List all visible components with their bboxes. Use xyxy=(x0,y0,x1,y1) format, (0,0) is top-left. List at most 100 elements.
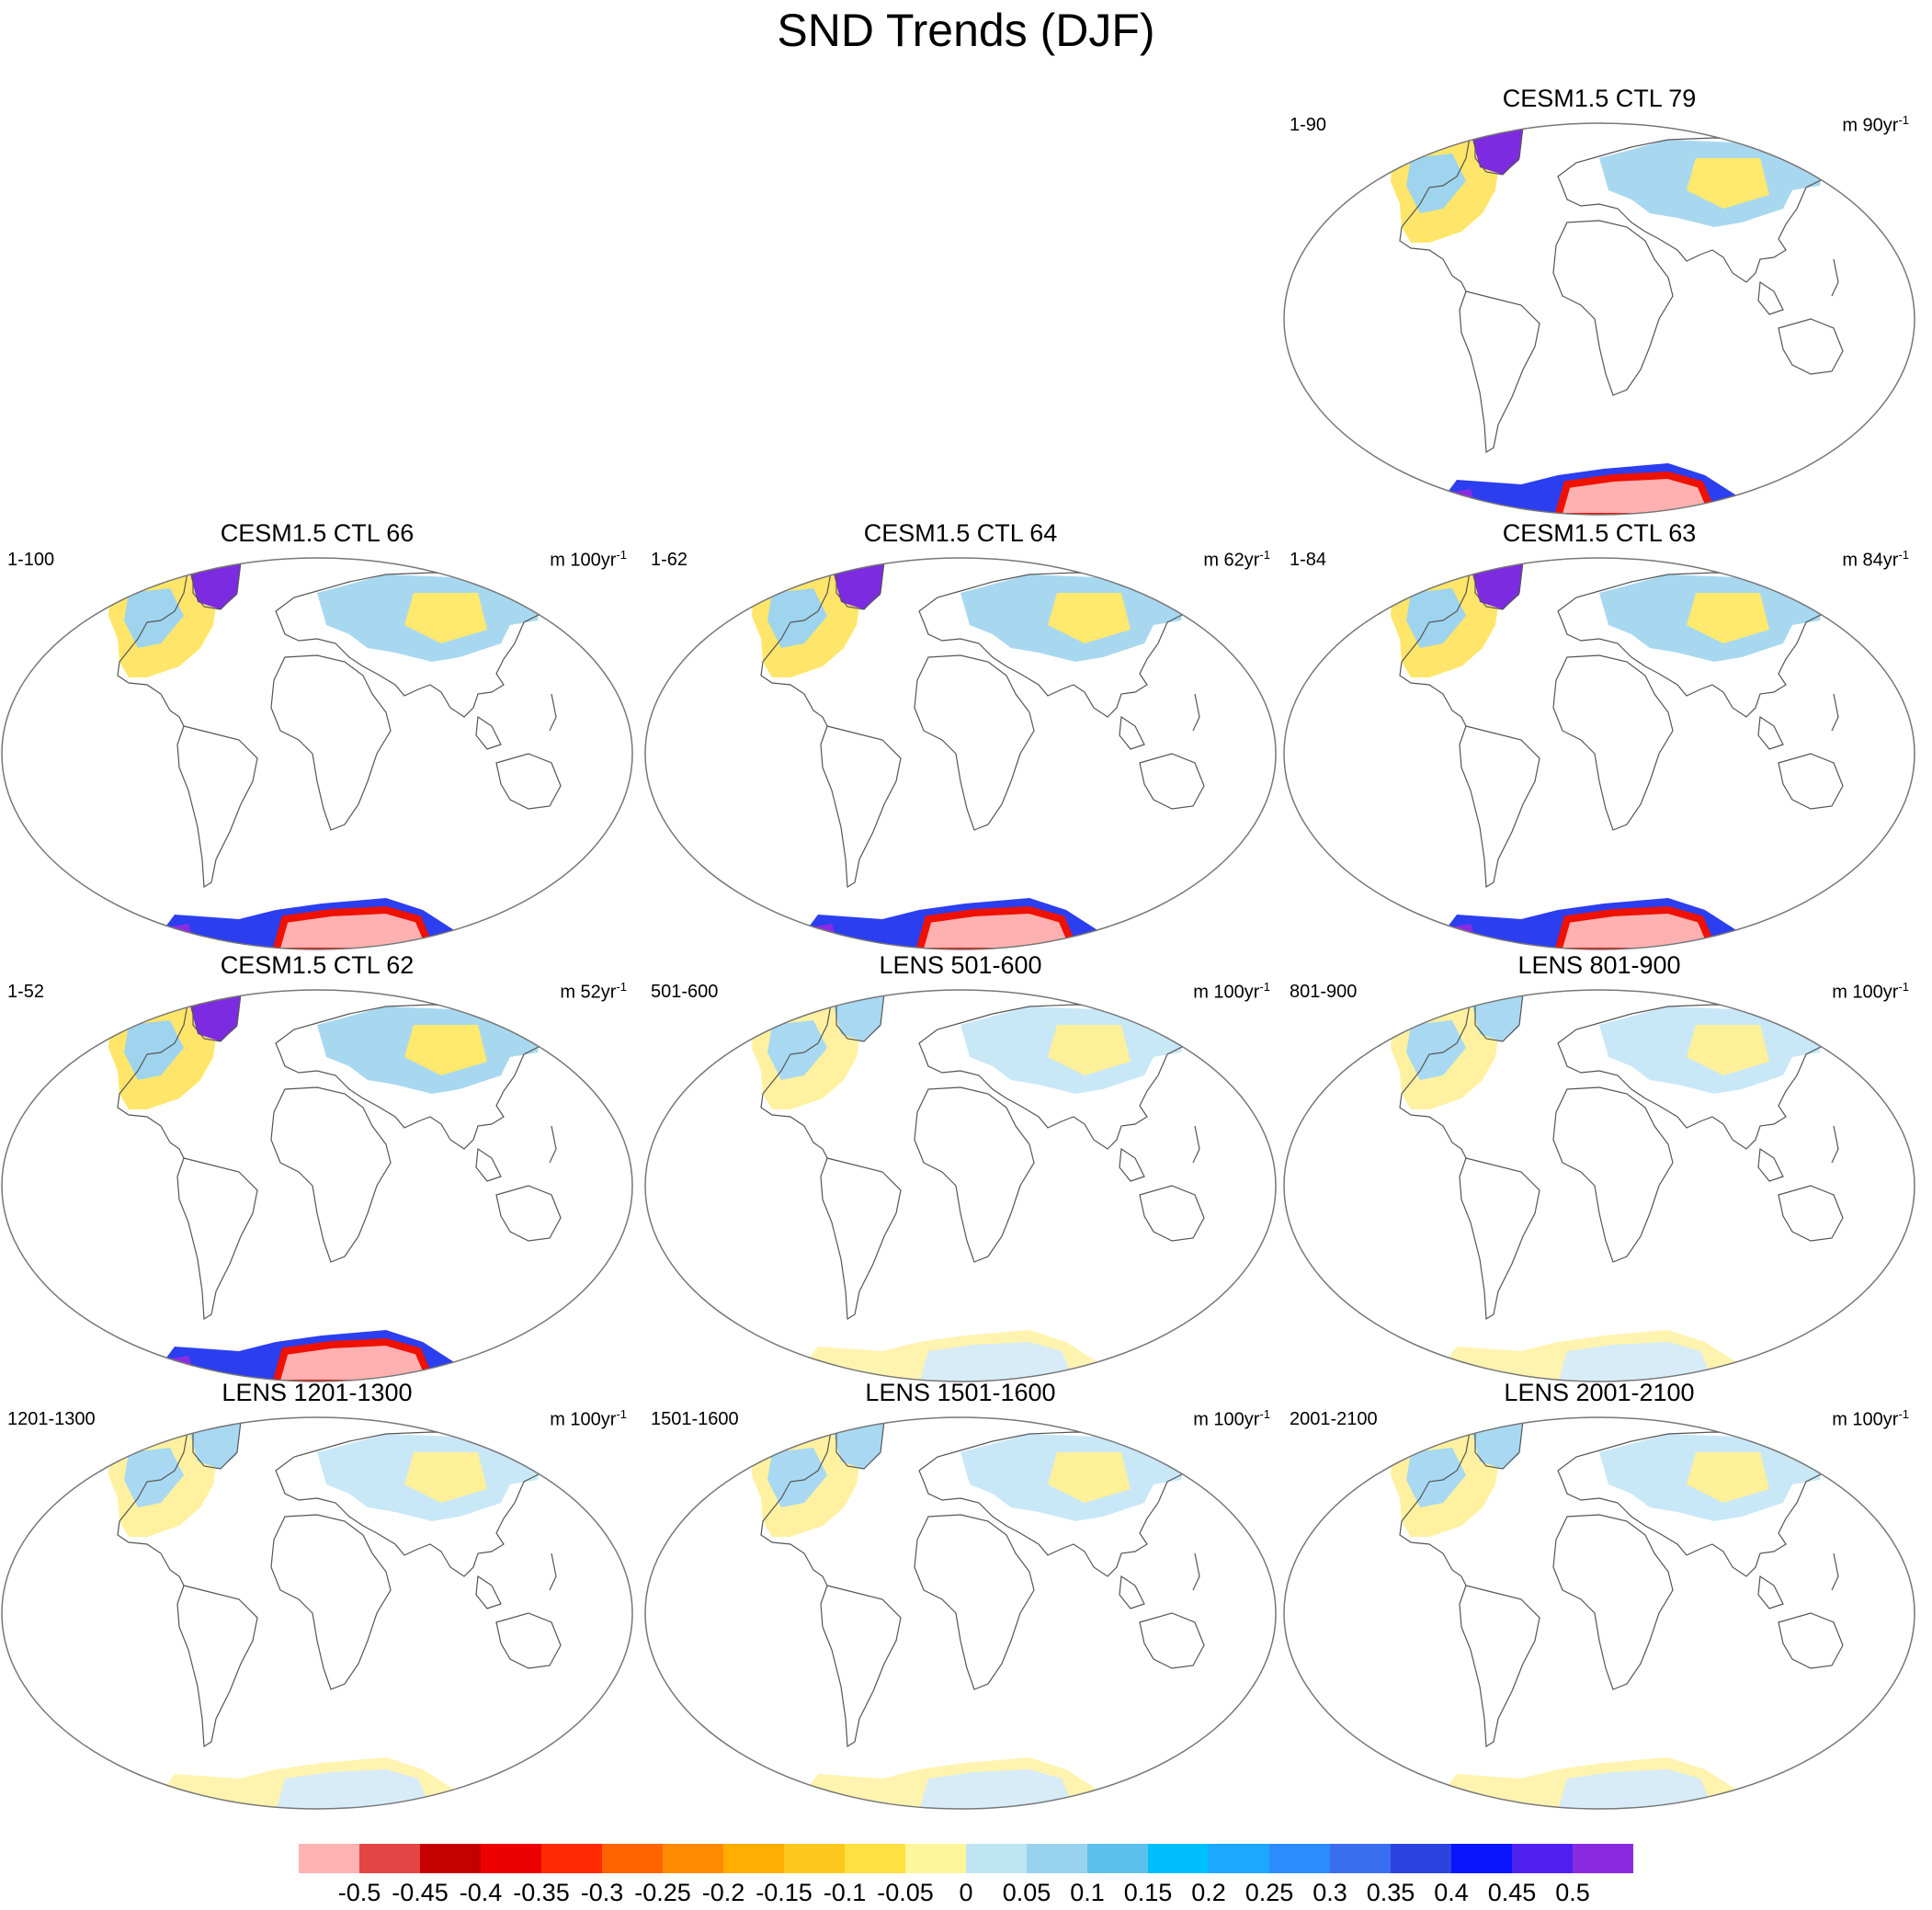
colorbar-tick-label: 0.05 xyxy=(1002,1879,1051,1906)
world-map xyxy=(1283,989,1915,1382)
snow-trend-antarctica xyxy=(147,898,487,949)
colorbar-swatch xyxy=(663,1844,723,1873)
panel-units-label: m 100yr-1 xyxy=(550,548,627,571)
map-panel: CESM1.5 CTL 63 1-84 m 84yr-1 xyxy=(1282,519,1916,951)
map-boundary xyxy=(1,1416,633,1810)
colorbar xyxy=(299,1844,1633,1873)
colorbar-tick-label: 0.5 xyxy=(1555,1879,1590,1906)
panel-units-label: m 100yr-1 xyxy=(1832,1407,1909,1430)
colorbar-swatch xyxy=(1087,1844,1148,1873)
panel-title: LENS 2001-2100 xyxy=(1504,1379,1695,1406)
colorbar-swatch xyxy=(1512,1844,1573,1873)
colorbar-swatch xyxy=(420,1844,481,1873)
panel-period-label: 1-52 xyxy=(7,982,45,1002)
world-map xyxy=(644,557,1277,950)
world-map xyxy=(1283,1416,1915,1810)
snow-trend-antarctica xyxy=(790,1330,1131,1381)
panel-units-label: m 84yr-1 xyxy=(1842,548,1909,571)
world-map xyxy=(1283,557,1915,950)
panel-period-label: 2001-2100 xyxy=(1290,1409,1378,1429)
snow-trend-nh xyxy=(1391,129,1824,243)
colorbar-tick-label: -0.25 xyxy=(634,1879,691,1906)
colorbar-tick-label: -0.35 xyxy=(513,1879,570,1906)
colorbar-swatch xyxy=(481,1844,541,1873)
colorbar-tick-label: -0.1 xyxy=(823,1879,867,1906)
snow-trend-antarctica xyxy=(790,898,1131,949)
colorbar-swatch xyxy=(541,1844,602,1873)
map-panel: LENS 2001-2100 2001-2100 m 100yr-1 xyxy=(1282,1379,1916,1811)
coastlines xyxy=(1364,126,1844,454)
panel-units-label: m 100yr-1 xyxy=(1193,980,1270,1003)
world-map xyxy=(644,989,1277,1382)
map-panel: LENS 1501-1600 1501-1600 m 100yr-1 xyxy=(643,1379,1278,1811)
colorbar-tick-label: 0.45 xyxy=(1487,1879,1537,1906)
panel-title: CESM1.5 CTL 79 xyxy=(1502,85,1697,112)
panel-title: LENS 1501-1600 xyxy=(865,1379,1056,1406)
colorbar-swatch xyxy=(1391,1844,1451,1873)
colorbar-tick-label: -0.15 xyxy=(756,1879,813,1906)
map-boundary xyxy=(1283,122,1915,516)
panel-period-label: 1-62 xyxy=(651,550,688,570)
snow-trend-antarctica xyxy=(1429,463,1769,515)
panel-units-label: m 100yr-1 xyxy=(1832,980,1909,1003)
map-boundary xyxy=(1283,557,1915,950)
figure-title: SND Trends (DJF) xyxy=(777,5,1155,56)
colorbar-swatch xyxy=(1148,1844,1209,1873)
colorbar-swatch xyxy=(1330,1844,1391,1873)
panel-period-label: 1201-1300 xyxy=(7,1409,96,1429)
map-panel: LENS 501-600 501-600 m 100yr-1 xyxy=(643,951,1278,1383)
colorbar-tick-label: 0.4 xyxy=(1434,1879,1469,1906)
colorbar-tick-label: 0.1 xyxy=(1070,1879,1105,1906)
map-boundary xyxy=(1283,1416,1915,1810)
snow-trend-antarctica xyxy=(1429,898,1769,949)
panel-title: CESM1.5 CTL 62 xyxy=(220,951,415,979)
snow-trend-antarctica xyxy=(790,1757,1131,1809)
panel-title: LENS 1201-1300 xyxy=(222,1379,413,1406)
snow-trend-nh xyxy=(1391,995,1824,1109)
map-boundary xyxy=(644,557,1277,950)
map-panel: CESM1.5 CTL 66 1-100 m 100yr-1 xyxy=(0,519,634,951)
colorbar-swatch xyxy=(1269,1844,1330,1873)
colorbar-tick-label: 0.15 xyxy=(1123,1879,1173,1906)
panel-units-label: m 62yr-1 xyxy=(1203,548,1270,571)
world-map xyxy=(644,1416,1277,1810)
colorbar-tick-label: 0 xyxy=(959,1879,973,1906)
panel-units-label: m 100yr-1 xyxy=(1193,1407,1270,1430)
panel-period-label: 1-84 xyxy=(1290,550,1327,570)
panel-title: CESM1.5 CTL 63 xyxy=(1502,519,1697,547)
colorbar-swatch xyxy=(1209,1844,1269,1873)
panel-title: LENS 501-600 xyxy=(879,951,1042,979)
coastlines xyxy=(82,993,562,1321)
colorbar-swatch xyxy=(1573,1844,1633,1873)
colorbar-tick-label: -0.4 xyxy=(459,1879,503,1906)
coastlines xyxy=(82,561,562,889)
snow-trend-antarctica xyxy=(147,1330,487,1381)
map-panel: CESM1.5 CTL 79 1-90 m 90yr-1 xyxy=(1282,85,1916,517)
panel-title: CESM1.5 CTL 66 xyxy=(220,519,415,547)
snow-trend-antarctica xyxy=(147,1757,487,1809)
world-map xyxy=(1283,122,1915,516)
panel-units-label: m 90yr-1 xyxy=(1842,113,1909,136)
colorbar-tick-label: -0.5 xyxy=(337,1879,381,1906)
colorbar-swatch xyxy=(602,1844,663,1873)
panel-period-label: 1501-1600 xyxy=(651,1409,739,1429)
colorbar-swatch xyxy=(845,1844,905,1873)
panel-period-label: 1-90 xyxy=(1290,115,1327,135)
world-map xyxy=(1,557,633,950)
colorbar-tick-label: 0.25 xyxy=(1244,1879,1294,1906)
map-panel: CESM1.5 CTL 64 1-62 m 62yr-1 xyxy=(643,519,1278,951)
colorbar-swatch xyxy=(1027,1844,1087,1873)
colorbar-swatch xyxy=(966,1844,1027,1873)
colorbar-swatch xyxy=(784,1844,845,1873)
colorbar-swatch xyxy=(723,1844,784,1873)
map-boundary xyxy=(1283,989,1915,1382)
snow-trend-nh xyxy=(108,1423,542,1537)
map-panel: LENS 1201-1300 1201-1300 m 100yr-1 xyxy=(0,1379,634,1811)
colorbar-tick-label: 0.2 xyxy=(1191,1879,1226,1906)
colorbar-swatch xyxy=(1451,1844,1512,1873)
map-boundary xyxy=(644,989,1277,1382)
snow-trend-nh xyxy=(108,995,542,1109)
panel-units-label: m 52yr-1 xyxy=(560,980,627,1003)
colorbar-tick-label: -0.05 xyxy=(877,1879,934,1906)
snow-trend-nh xyxy=(1391,563,1824,677)
